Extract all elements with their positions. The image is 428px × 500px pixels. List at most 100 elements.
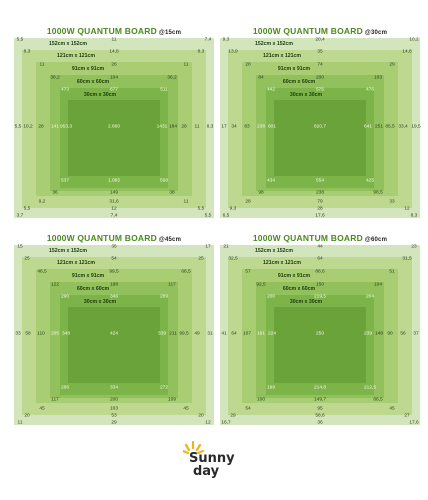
ppfd-value: 110 [37, 331, 45, 337]
ppfd-value: 250 [315, 331, 325, 337]
ppfd-panel-4: 1000W QUANTUM BOARD @60cm 152cm x 152cm 121… [220, 233, 420, 425]
ppfd-value: 56 [400, 331, 406, 337]
ppfd-value: 25 [198, 256, 204, 262]
ppfd-value: 17,6 [315, 213, 325, 219]
area-label: 30cm x 30cm [289, 299, 323, 305]
ppfd-value: 21 [223, 244, 229, 250]
panel-distance: @45cm [158, 237, 182, 243]
ppfd-value: 677 [109, 87, 119, 93]
ppfd-value: 99,5 [179, 331, 189, 337]
ppfd-panel-2: 1000W QUANTUM BOARD @30cm 152cm x 152cm 121… [220, 26, 421, 219]
coverage-square-6 [68, 100, 160, 176]
ppfd-value: 29 [389, 62, 395, 68]
ppfd-value: 424 [109, 331, 119, 337]
ppfd-value: 83 [244, 124, 250, 130]
ppfd-value: 28 [181, 124, 187, 130]
ppfd-value: 11 [183, 199, 189, 205]
ppfd-value: 28 [245, 62, 251, 68]
ppfd-value: 45 [39, 406, 45, 412]
ppfd-value: 32,5 [228, 256, 238, 262]
ppfd-grid: 152cm x 152cm 121cm x 121cm 91cm x 91cm 60c… [220, 245, 420, 425]
area-label: 30cm x 30cm [289, 92, 323, 98]
ppfd-value: 79 [317, 199, 323, 205]
ppfd-value: 224 [267, 331, 277, 337]
ppfd-value: 238 [315, 190, 325, 196]
ppfd-value: 473 [60, 87, 70, 93]
ppfd-value: 214,8 [313, 385, 327, 391]
area-label: 91cm x 91cm [71, 66, 105, 72]
ppfd-value: 200 [109, 397, 119, 403]
ppfd-value: 31 [207, 331, 213, 337]
area-label: 121cm x 121cm [262, 260, 302, 266]
ppfd-value: 5,5 [204, 213, 212, 219]
ppfd-value: 25 [24, 256, 30, 262]
ppfd-value: 212,5 [363, 385, 377, 391]
ppfd-value: 198 [109, 282, 119, 288]
ppfd-value: 49 [194, 331, 200, 337]
area-label: 30cm x 30cm [83, 92, 117, 98]
ppfd-value: 28 [317, 206, 323, 212]
ppfd-value: 14,8 [402, 49, 412, 55]
ppfd-value: 511 [160, 87, 168, 93]
ppfd-value: 290 [60, 294, 70, 300]
ppfd-value: 9,3 [222, 37, 230, 43]
ppfd-value: 9,2 [38, 199, 46, 205]
coverage-square-6 [274, 100, 366, 176]
area-label: 121cm x 121cm [56, 260, 96, 266]
area-label: 152cm x 152cm [48, 41, 88, 47]
sunny-day-logo: Sunny day [183, 440, 245, 490]
ppfd-value: 100 [256, 397, 266, 403]
ppfd-value: 64 [317, 256, 323, 262]
ppfd-value: 238 [256, 124, 266, 130]
panel-title: 1000W QUANTUM BOARD @30cm [220, 26, 420, 36]
ppfd-value: 53 [111, 413, 117, 419]
ppfd-value: 17 [205, 244, 211, 250]
ppfd-value: 36 [111, 244, 117, 250]
ppfd-panel-1: 1000W QUANTUM BOARD @15cm 152cm x 152cm 121… [14, 26, 214, 218]
ppfd-value: 11 [183, 62, 189, 68]
ppfd-value: 15 [17, 244, 23, 250]
ppfd-value: 66,5 [181, 269, 191, 275]
ppfd-value: 90 [387, 331, 393, 337]
ppfd-value: 289 [159, 294, 169, 300]
logo-line-1: Sunny [189, 451, 235, 466]
ppfd-grid: 152cm x 152cm 121cm x 121cm 91cm x 91cm 60c… [14, 245, 214, 425]
ppfd-value: 54 [245, 406, 251, 412]
ppfd-value: 45 [183, 406, 189, 412]
ppfd-value: 64 [231, 331, 237, 337]
ppfd-value: 219,5 [313, 294, 327, 300]
ppfd-value: 103 [373, 75, 383, 81]
ppfd-value: 6,5 [222, 213, 230, 219]
ppfd-value: 26 [111, 62, 117, 68]
ppfd-value: 58,6 [315, 413, 325, 419]
ppfd-grid: 152cm x 152cm 121cm x 121cm 91cm x 91cm 60c… [220, 37, 421, 219]
area-label: 60cm x 60cm [282, 286, 316, 292]
ppfd-value: 19,5 [411, 124, 421, 130]
ppfd-value: 7,4 [204, 37, 212, 43]
area-label: 121cm x 121cm [56, 53, 96, 59]
ppfd-value: 86,5 [373, 397, 383, 403]
ppfd-value: 20 [198, 413, 204, 419]
ppfd-value: 150 [315, 282, 325, 288]
area-label: 60cm x 60cm [76, 286, 110, 292]
ppfd-value: 820,7 [313, 124, 327, 130]
ppfd-value: 8,3 [410, 213, 418, 219]
ppfd-value: 12 [111, 206, 117, 212]
ppfd-value: 54 [111, 256, 117, 262]
ppfd-value: 17 [221, 124, 227, 130]
area-label: 152cm x 152cm [48, 248, 88, 254]
area-label: 91cm x 91cm [277, 66, 311, 72]
ppfd-value: 272 [159, 385, 169, 391]
ppfd-value: 5,5 [16, 37, 24, 43]
ppfd-value: 85,5 [385, 124, 395, 130]
ppfd-value: 104 [373, 282, 383, 288]
ppfd-value: 211 [169, 331, 177, 337]
ppfd-value: 200 [266, 294, 276, 300]
ppfd-value: 36 [317, 420, 323, 426]
ppfd-value: 98 [258, 190, 264, 196]
ppfd-value: 3,7 [16, 213, 24, 219]
ppfd-value: 84 [258, 75, 264, 81]
ppfd-value: 11 [194, 124, 200, 130]
ppfd-value: 1.065 [107, 178, 121, 184]
ppfd-value: 36 [52, 190, 58, 196]
